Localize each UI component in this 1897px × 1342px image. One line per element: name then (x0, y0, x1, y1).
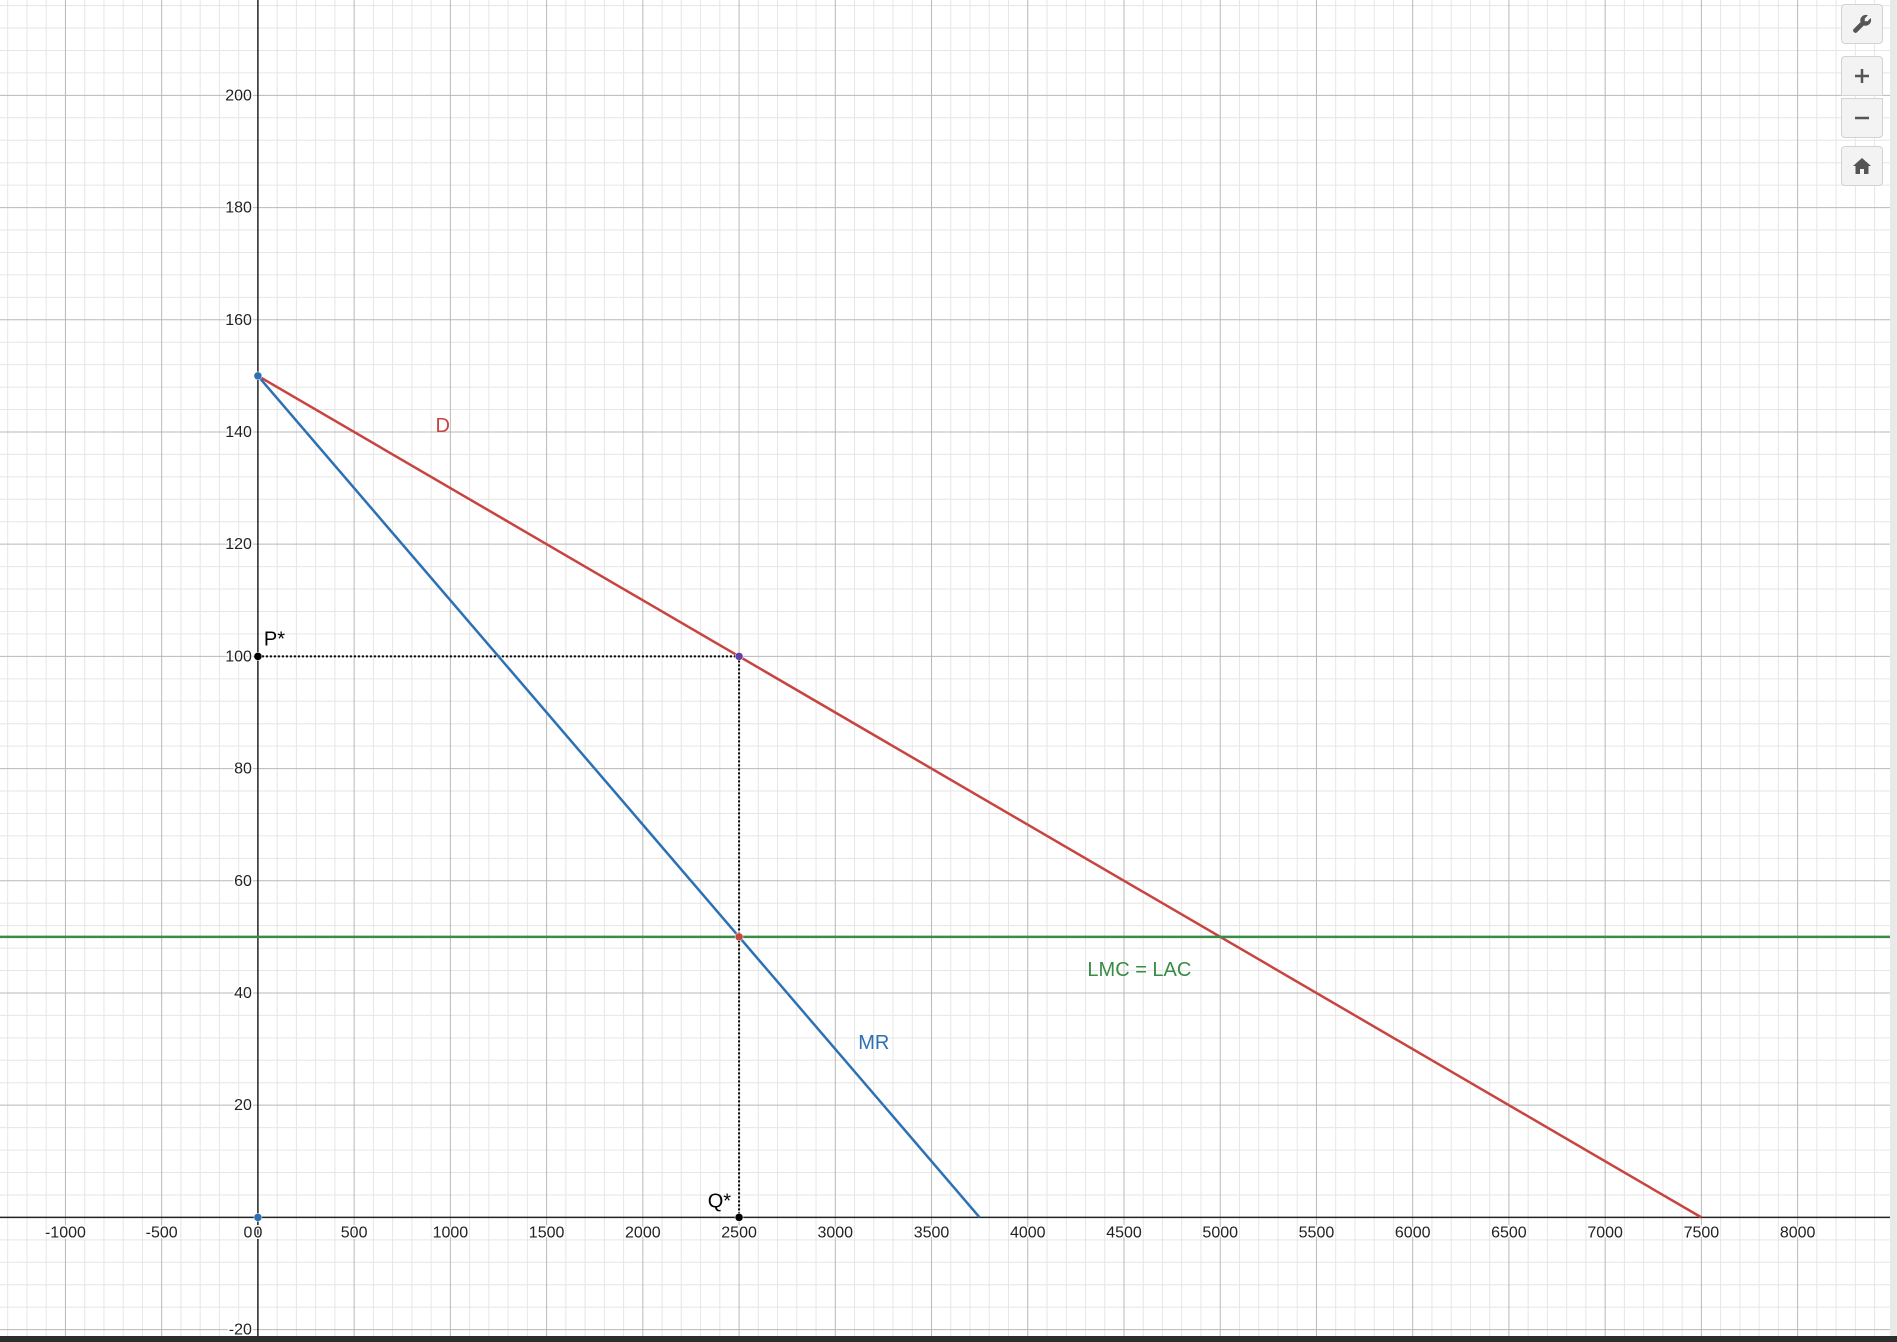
x-tick-label: 4500 (1106, 1224, 1142, 1241)
x-tick-label: 7500 (1684, 1224, 1720, 1241)
x-tick-label: 5500 (1299, 1224, 1335, 1241)
data-point (734, 932, 744, 942)
y-tick-label: 140 (225, 424, 252, 441)
x-tick-label: 4000 (1010, 1224, 1046, 1241)
zoom-out-button[interactable] (1841, 98, 1883, 138)
data-point (734, 1213, 744, 1222)
x-tick-label: 3000 (817, 1224, 853, 1241)
data-point (253, 371, 263, 381)
x-tick-label: 6000 (1395, 1224, 1431, 1241)
x-tick-label: 3500 (914, 1224, 950, 1241)
bottom-edge (0, 1336, 1897, 1342)
curve-label: D (435, 415, 449, 437)
x-tick-label: 0 (253, 1224, 262, 1241)
data-point (253, 652, 263, 661)
y-tick-label: 20 (234, 1097, 252, 1114)
data-point (734, 652, 744, 661)
curve-label: MR (858, 1032, 889, 1054)
x-tick-label: 2000 (625, 1224, 661, 1241)
y-tick-label: 100 (225, 648, 252, 665)
plus-icon (1855, 69, 1869, 83)
minus-icon (1855, 116, 1869, 120)
y-tick-label: 180 (225, 200, 252, 217)
zoom-in-button[interactable] (1841, 56, 1883, 96)
x-tick-label: 6500 (1491, 1224, 1527, 1241)
y-tick-label: 60 (234, 873, 252, 890)
x-tick-label: 1000 (433, 1224, 469, 1241)
wrench-icon (1853, 14, 1872, 33)
x-tick-label: 2500 (721, 1224, 757, 1241)
home-icon (1853, 158, 1871, 174)
x-tick-label: 5000 (1202, 1224, 1238, 1241)
point-label: Q* (708, 1190, 732, 1212)
curve-label: LMC = LAC (1087, 959, 1191, 981)
x-tick-label: 8000 (1780, 1224, 1816, 1241)
settings-button[interactable] (1841, 4, 1883, 44)
x-tick-label: 500 (341, 1224, 368, 1241)
data-point (253, 1213, 263, 1222)
y-tick-label: 200 (225, 87, 252, 104)
origin-label: 0 (243, 1224, 252, 1241)
series-line-d (257, 374, 1703, 1219)
x-tick-label: 7000 (1587, 1224, 1623, 1241)
y-tick-label: 120 (225, 536, 252, 553)
x-tick-label: -1000 (45, 1224, 86, 1241)
home-button[interactable] (1841, 146, 1883, 186)
x-tick-label: -500 (146, 1224, 178, 1241)
y-tick-label: 160 (225, 312, 252, 329)
point-label: P* (264, 628, 285, 650)
y-tick-label: -20 (229, 1322, 252, 1338)
series-line-mr (256, 375, 981, 1219)
y-tick-label: 40 (234, 985, 252, 1002)
y-tick-label: 80 (234, 761, 252, 778)
x-tick-label: 1500 (529, 1224, 565, 1241)
right-edge (1890, 0, 1897, 1342)
